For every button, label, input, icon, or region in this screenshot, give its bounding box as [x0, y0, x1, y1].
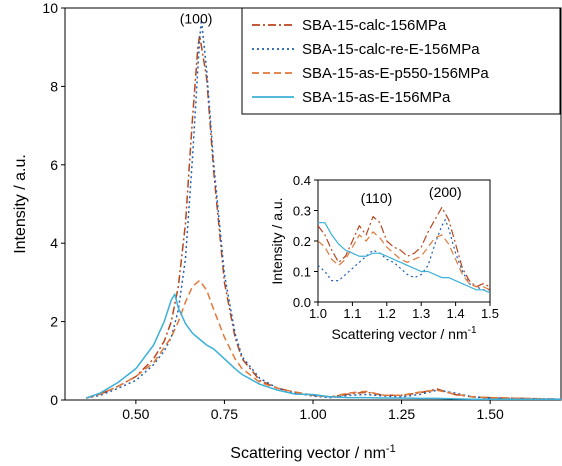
inset-x-tick-label: 1.2 — [378, 306, 396, 321]
main-y-tick-label: 8 — [50, 78, 58, 94]
main-peak-annotation: (100) — [180, 11, 213, 27]
main-y-tick-label: 6 — [50, 157, 58, 173]
inset-x-tick-label: 1.1 — [343, 306, 361, 321]
main-y-axis-title: Intensity / a.u. — [12, 154, 29, 254]
main-x-tick-label: 0.50 — [122, 406, 149, 422]
inset-peak-annotation: (110) — [361, 190, 393, 206]
legend: SBA-15-calc-156MPa SBA-15-calc-re-E-156MP… — [241, 7, 561, 115]
inset-x-tick-label: 1.0 — [309, 306, 327, 321]
legend-label-sba-15-as-e-156mpa: SBA-15-as-E-156MPa — [302, 89, 451, 106]
inset-y-tick-label: 0.0 — [293, 295, 311, 310]
inset-y-tick-label: 0.4 — [293, 173, 311, 188]
inset-background — [272, 174, 496, 346]
inset-plot: 1.0 1.1 1.2 1.3 1.4 1.5 0.0 0.1 0.2 0.3 0.4 Scatter… — [269, 173, 499, 346]
inset-x-tick-label: 1.4 — [447, 306, 465, 321]
main-x-tick-label: 1.50 — [477, 406, 504, 422]
main-x-tick-label: 1.25 — [388, 406, 415, 422]
main-series-group — [86, 19, 561, 400]
main-plot: 0.50 0.75 1.00 1.25 1.50 0 2 4 6 8 10 Scattering ve… — [12, 0, 562, 462]
inset-x-tick-label: 1.3 — [412, 306, 430, 321]
main-series-sba-15-calc-re-e-156mpa — [86, 19, 561, 400]
inset-series-sba-15-calc-156mpa — [318, 206, 490, 288]
inset-x-axis-title: Scattering vector / nm-1 — [331, 325, 477, 342]
main-y-tick-label: 4 — [50, 235, 58, 251]
main-y-tick-label: 10 — [42, 0, 58, 16]
inset-series-group — [318, 206, 490, 294]
inset-series-sba-15-as-e-156mpa — [318, 222, 490, 294]
legend-label-sba-15-calc-156mpa: SBA-15-calc-156MPa — [302, 17, 447, 34]
inset-y-axis-title: Intensity / a.u. — [269, 197, 285, 284]
inset-x-tick-label: 1.5 — [481, 306, 499, 321]
main-series-sba-15-as-e-156mpa — [86, 293, 561, 400]
inset-series-sba-15-calc-re-e-156mpa — [318, 219, 490, 291]
main-x-tick-label: 0.75 — [211, 406, 238, 422]
main-series-sba-15-calc-156mpa — [86, 34, 561, 400]
inset-y-tick-label: 0.2 — [293, 234, 311, 249]
main-y-tick-label: 0 — [50, 392, 58, 408]
legend-label-sba-15-as-e-p550-156mpa: SBA-15-as-E-p550-156MPa — [302, 65, 489, 82]
legend-box — [241, 7, 561, 115]
legend-label-sba-15-calc-re-e-156mpa: SBA-15-calc-re-E-156MPa — [302, 41, 480, 58]
main-x-tick-label: 1.00 — [299, 406, 326, 422]
inset-peak-annotation: (200) — [429, 184, 462, 200]
main-series-sba-15-as-e-p550-156mpa — [86, 279, 561, 400]
main-x-axis-title: Scattering vector / nm-1 — [230, 443, 395, 462]
inset-y-tick-label: 0.1 — [293, 265, 311, 280]
main-y-tick-label: 2 — [50, 314, 58, 330]
inset-y-tick-label: 0.3 — [293, 204, 311, 219]
inset-series-sba-15-as-e-p550-156mpa — [318, 231, 490, 291]
